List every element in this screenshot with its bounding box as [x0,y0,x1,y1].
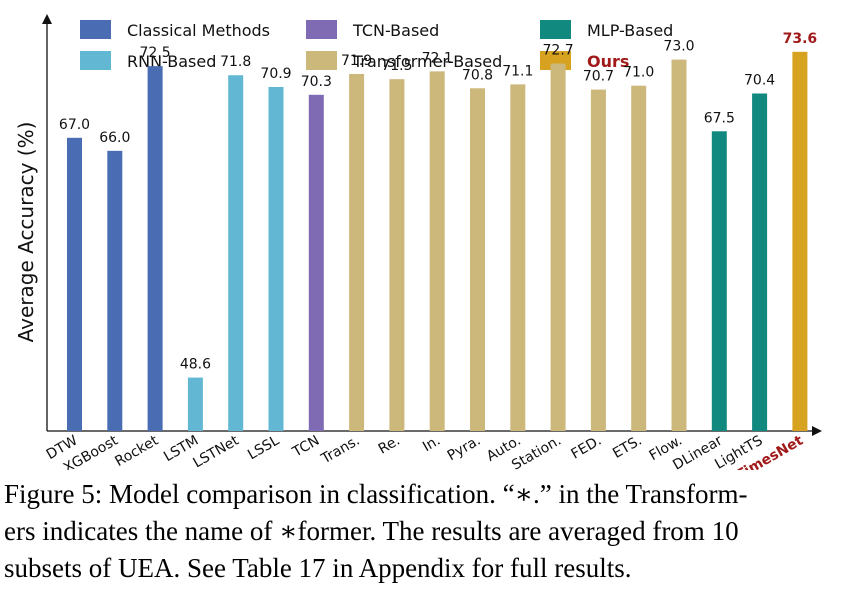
value-label: 71.9 [341,53,372,69]
value-label: 67.0 [59,117,90,133]
bar [147,66,163,431]
legend-swatch [540,20,571,39]
x-axis-arrow [812,426,822,436]
value-label: 70.7 [583,69,614,85]
bar [752,93,768,431]
caption-line-1: Figure 5: Model comparison in classifica… [4,479,748,509]
value-label: 73.6 [783,31,818,47]
legend-swatch [80,20,111,39]
value-label: 72.1 [422,50,453,66]
x-tick-label: LSTNet [191,432,243,470]
legend-swatch [306,51,337,70]
value-label: 70.8 [462,67,493,83]
legend-label: TCN-Based [352,21,439,40]
legend-label: Classical Methods [127,21,270,40]
value-label: 72.5 [140,45,171,61]
value-label: 70.3 [301,74,332,90]
value-labels: 67.0 66.0 72.5 48.6 71.8 70.9 70.3 71.9 71.5 72.1… [59,31,817,373]
bar [389,79,405,431]
x-tick-label: In. [420,433,443,456]
value-label: 48.6 [180,357,211,373]
x-tick-label: ETS. [610,433,645,462]
value-label: 71.8 [220,54,251,70]
bar-chart: Classical MethodsRNN-BasedTCN-BasedTrans… [14,14,822,470]
legend-swatch [80,51,111,70]
value-label: 73.0 [663,39,694,55]
bar [671,59,687,431]
x-tick-label: Trans. [318,433,363,468]
caption-line-3: subsets of UEA. See Table 17 in Appendix… [4,553,632,583]
x-tick-label: LSSL [245,433,282,464]
y-axis-arrow [42,14,52,24]
bar [67,137,82,431]
x-tick-label: Rocket [112,432,161,470]
bar [631,85,647,431]
bar [550,63,566,432]
value-label: 71.1 [502,63,533,79]
bar [429,71,445,432]
bar [268,86,284,431]
x-tick-label: Pyra. [445,433,484,465]
value-label: 72.7 [543,43,574,59]
legend-label: Transformer-Based [352,52,502,71]
bar [308,94,324,431]
bar [349,73,365,431]
value-label: 70.9 [260,66,291,82]
caption-line-2: ers indicates the name of ∗former. The r… [4,516,739,546]
bar [228,75,244,431]
bar [187,377,203,431]
y-axis-label: Average Accuracy (%) [14,122,38,343]
value-label: 71.0 [623,65,654,81]
figure-caption: Figure 5: Model comparison in classifica… [4,476,859,587]
x-tick-label: TCN [289,433,322,461]
bar [510,84,526,432]
legend-label: Ours [587,52,629,71]
chart-bars [67,51,808,432]
bar [107,150,123,431]
bar [711,131,727,431]
bar [792,51,808,432]
legend-label: MLP-Based [587,21,673,40]
value-label: 67.5 [704,110,735,126]
value-label: 66.0 [99,130,130,146]
x-tick-label: FED. [569,433,605,463]
x-tick-label: Re. [376,433,403,458]
bar [590,89,606,432]
legend-swatch [306,20,337,39]
value-label: 70.4 [744,72,775,88]
bar [470,88,485,431]
value-label: 71.5 [381,58,412,74]
